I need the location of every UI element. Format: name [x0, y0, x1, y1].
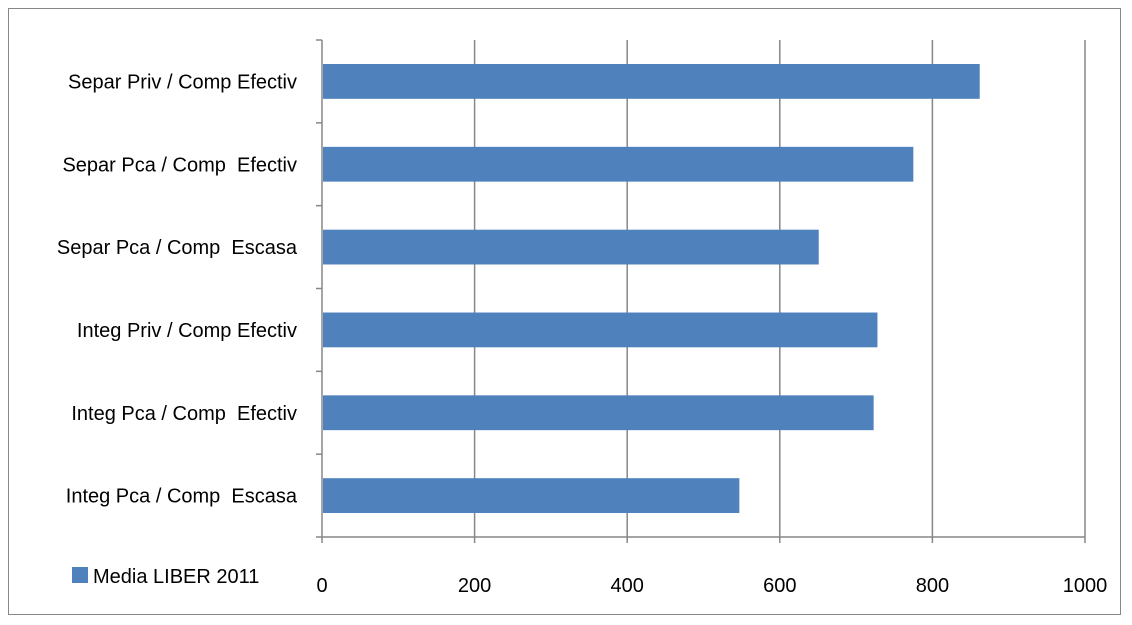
y-category-label: Integ Priv / Comp Efectiv [77, 320, 297, 342]
bars [323, 64, 980, 513]
y-category-label: Integ Pca / Comp Efectiv [71, 403, 297, 425]
axes [316, 39, 1086, 543]
x-tick-label: 0 [316, 575, 327, 597]
x-tick-label: 1000 [1063, 575, 1108, 597]
y-category-label: Separ Priv / Comp Efectiv [68, 71, 297, 93]
bar [323, 146, 914, 182]
x-tick-label: 400 [611, 575, 644, 597]
legend-label: Media LIBER 2011 [93, 566, 259, 588]
x-tick-label: 800 [916, 575, 949, 597]
legend: Media LIBER 2011 [72, 566, 259, 588]
y-category-label: Integ Pca / Comp Escasa [66, 486, 298, 508]
bar [323, 312, 878, 348]
x-tick-label: 200 [458, 575, 491, 597]
legend-swatch [72, 567, 88, 583]
gridlines [473, 40, 1086, 537]
bar [323, 64, 980, 99]
y-category-label: Separ Pca / Comp Efectiv [62, 154, 297, 176]
bar [323, 395, 874, 431]
x-tick-label: 600 [763, 575, 796, 597]
labels: 0 200 400 600 800 1000 Separ Priv / Comp Efect… [57, 71, 1107, 597]
bar [323, 229, 819, 265]
y-category-label: Separ Pca / Comp Escasa [57, 237, 298, 259]
bar [323, 478, 740, 513]
chart-frame [8, 8, 1121, 615]
